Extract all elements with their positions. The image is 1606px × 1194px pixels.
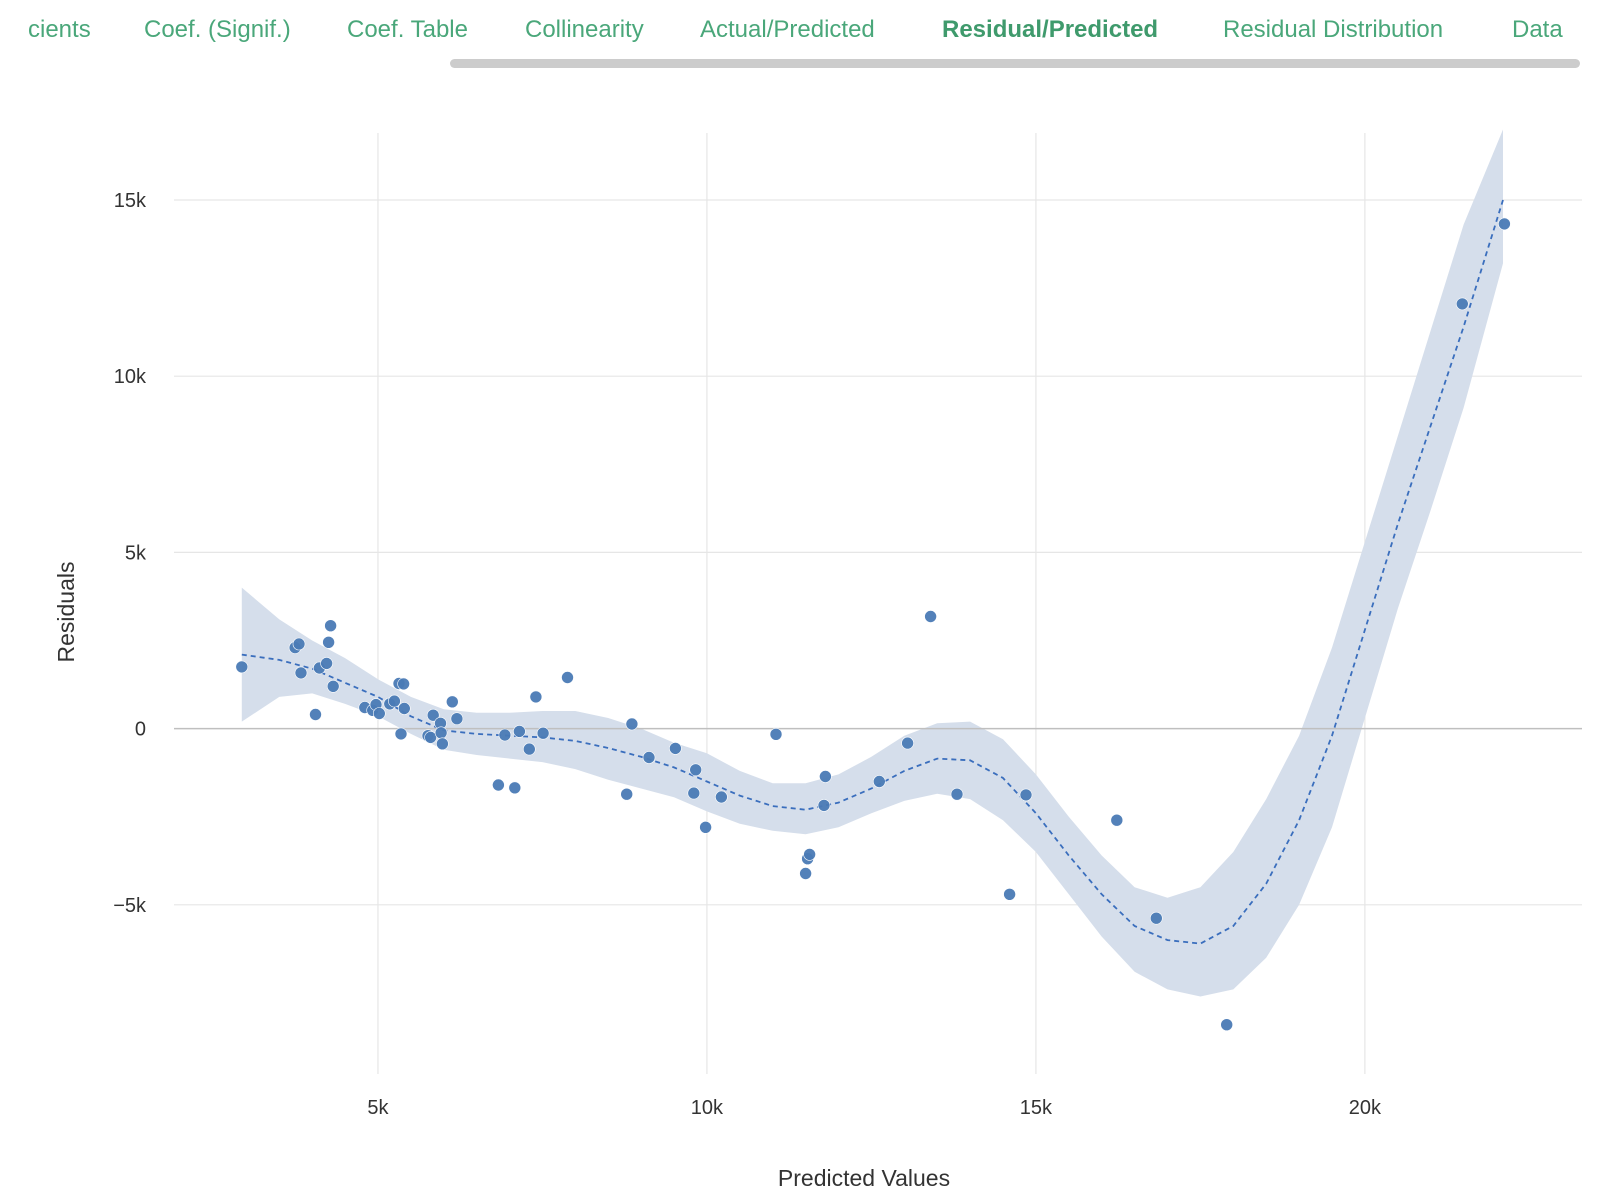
tab-residual-predicted[interactable]: Residual/Predicted bbox=[942, 16, 1159, 43]
data-point bbox=[394, 727, 408, 741]
data-point bbox=[320, 657, 333, 670]
x-tick-label: 10k bbox=[691, 1097, 724, 1119]
trend-line bbox=[241, 199, 1504, 945]
tab-coef-table[interactable]: Coef. Table bbox=[347, 16, 468, 43]
tab-coefficients[interactable]: cients bbox=[28, 16, 91, 43]
y-axis-title: Residuals bbox=[53, 562, 79, 663]
tab-scrollbar[interactable] bbox=[450, 59, 1580, 68]
data-point bbox=[522, 742, 536, 756]
data-point bbox=[445, 695, 459, 709]
data-point bbox=[326, 679, 340, 693]
data-point bbox=[292, 637, 306, 651]
data-point bbox=[498, 728, 512, 742]
data-point bbox=[689, 763, 703, 777]
y-tick-label: 5k bbox=[125, 542, 147, 564]
data-point bbox=[508, 781, 522, 795]
tab-residual-distribution[interactable]: Residual Distribution bbox=[1223, 16, 1444, 43]
y-tick-label: 15k bbox=[114, 190, 147, 212]
grid bbox=[174, 133, 1582, 1074]
tab-bar: cients Coef. (Signif.) Coef. Table Colli… bbox=[0, 0, 1606, 72]
data-point bbox=[1456, 297, 1469, 311]
data-point bbox=[322, 635, 335, 649]
data-point bbox=[450, 712, 464, 726]
data-point bbox=[1150, 911, 1163, 925]
data-point bbox=[1019, 788, 1033, 802]
x-tick-label: 15k bbox=[1020, 1097, 1053, 1119]
y-tick-label: 10k bbox=[114, 366, 147, 388]
x-tick-label: 20k bbox=[1349, 1097, 1382, 1119]
data-point bbox=[434, 726, 448, 740]
data-point bbox=[803, 848, 816, 861]
y-tick-label: 0 bbox=[135, 719, 146, 741]
data-point bbox=[817, 799, 831, 812]
data-point bbox=[1003, 887, 1016, 901]
band-area bbox=[241, 129, 1503, 997]
axis-ticks: 5k 10k 15k 20k 15k 10k 5k 0 −5k bbox=[113, 190, 1382, 1119]
data-point bbox=[536, 726, 550, 740]
data-point bbox=[901, 736, 914, 750]
data-point bbox=[513, 725, 526, 738]
data-point bbox=[620, 787, 634, 801]
data-point bbox=[397, 677, 410, 691]
data-point bbox=[492, 778, 505, 792]
tab-data[interactable]: Data bbox=[1512, 16, 1563, 43]
data-point bbox=[397, 702, 411, 715]
x-axis-title: Predicted Values bbox=[778, 1165, 950, 1191]
data-point bbox=[950, 787, 964, 801]
data-point bbox=[309, 708, 322, 721]
data-point bbox=[529, 690, 543, 704]
data-point bbox=[699, 820, 712, 834]
data-point bbox=[372, 707, 386, 720]
data-point bbox=[424, 731, 437, 744]
tab-actual-predicted[interactable]: Actual/Predicted bbox=[700, 16, 875, 43]
data-point bbox=[561, 671, 574, 684]
data-point bbox=[324, 619, 337, 633]
data-points bbox=[235, 217, 1511, 1031]
tab-collinearity[interactable]: Collinearity bbox=[525, 16, 644, 43]
tab-coef-signif[interactable]: Coef. (Signif.) bbox=[144, 16, 291, 43]
data-point bbox=[426, 708, 440, 722]
data-point bbox=[669, 742, 682, 755]
data-point bbox=[687, 786, 701, 800]
data-point bbox=[819, 770, 832, 783]
trend-path bbox=[241, 199, 1504, 945]
data-point bbox=[1110, 813, 1124, 827]
data-point bbox=[769, 727, 783, 741]
data-point bbox=[294, 666, 308, 680]
confidence-band bbox=[241, 129, 1503, 997]
data-point bbox=[872, 775, 886, 788]
data-point bbox=[625, 717, 639, 731]
data-point bbox=[715, 790, 728, 804]
y-tick-label: −5k bbox=[113, 895, 147, 917]
data-point bbox=[924, 610, 937, 623]
data-point bbox=[1220, 1018, 1233, 1031]
data-point bbox=[1498, 217, 1511, 231]
data-point bbox=[388, 694, 401, 708]
data-point bbox=[799, 867, 812, 880]
data-point bbox=[235, 660, 249, 674]
data-point bbox=[436, 737, 449, 751]
x-tick-label: 5k bbox=[367, 1097, 389, 1119]
data-point bbox=[642, 751, 656, 764]
